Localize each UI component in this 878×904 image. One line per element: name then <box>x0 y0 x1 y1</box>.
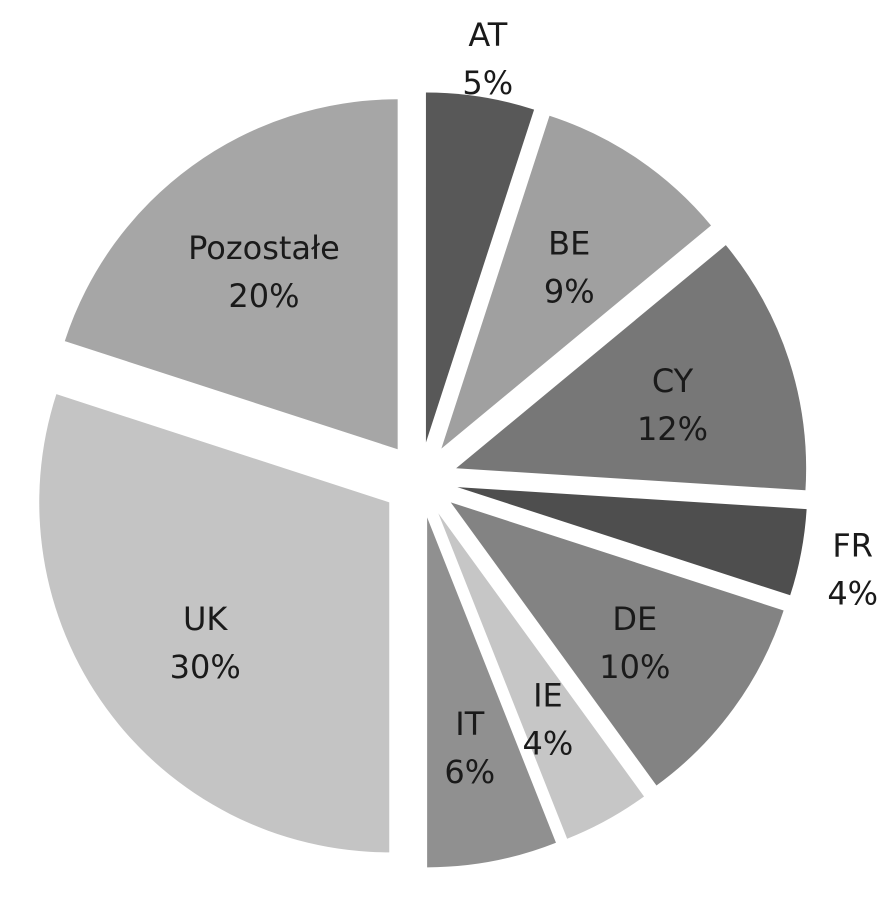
slice-value-label: 20% <box>228 277 299 315</box>
slice-label-pozostałe: Pozostałe 20% <box>188 229 340 315</box>
slice-label-it: IT 6% <box>444 705 495 791</box>
slice-label-fr: FR 4% <box>827 527 878 613</box>
slice-category-label: FR <box>832 527 873 565</box>
slice-value-label: 10% <box>599 648 670 686</box>
pie-slice-it <box>427 517 556 868</box>
slice-category-label: IE <box>533 677 563 715</box>
pie-slice-at <box>425 92 535 443</box>
slice-value-label: 4% <box>827 575 878 613</box>
pie-slice-pozostałe <box>64 99 398 450</box>
slice-value-label: 6% <box>444 753 495 791</box>
slice-category-label: Pozostałe <box>188 229 340 267</box>
pie-slice-fr <box>457 487 807 596</box>
pie-slice-ie <box>438 513 645 839</box>
slice-label-de: DE 10% <box>599 600 670 686</box>
slice-label-be: BE 9% <box>544 224 595 310</box>
slice-category-label: IT <box>455 705 484 743</box>
slice-label-ie: IE 4% <box>523 677 574 763</box>
slice-label-at: AT 5% <box>462 16 513 102</box>
slice-category-label: BE <box>548 224 590 262</box>
slice-value-label: 12% <box>637 410 708 448</box>
slice-category-label: AT <box>468 16 507 54</box>
slice-category-label: CY <box>652 362 694 400</box>
pie-slice-be <box>441 115 712 449</box>
slice-category-label: DE <box>612 600 657 638</box>
slice-value-label: 4% <box>523 725 574 763</box>
slice-label-cy: CY 12% <box>637 362 708 448</box>
pie-slice-cy <box>456 245 807 491</box>
pie-slice-de <box>450 502 784 786</box>
slice-value-label: 30% <box>170 648 241 686</box>
slice-category-label: UK <box>183 600 228 638</box>
slice-value-label: 9% <box>544 272 595 310</box>
pie-slice-uk <box>39 394 390 853</box>
slice-label-uk: UK 30% <box>170 600 241 686</box>
slice-value-label: 5% <box>462 64 513 102</box>
